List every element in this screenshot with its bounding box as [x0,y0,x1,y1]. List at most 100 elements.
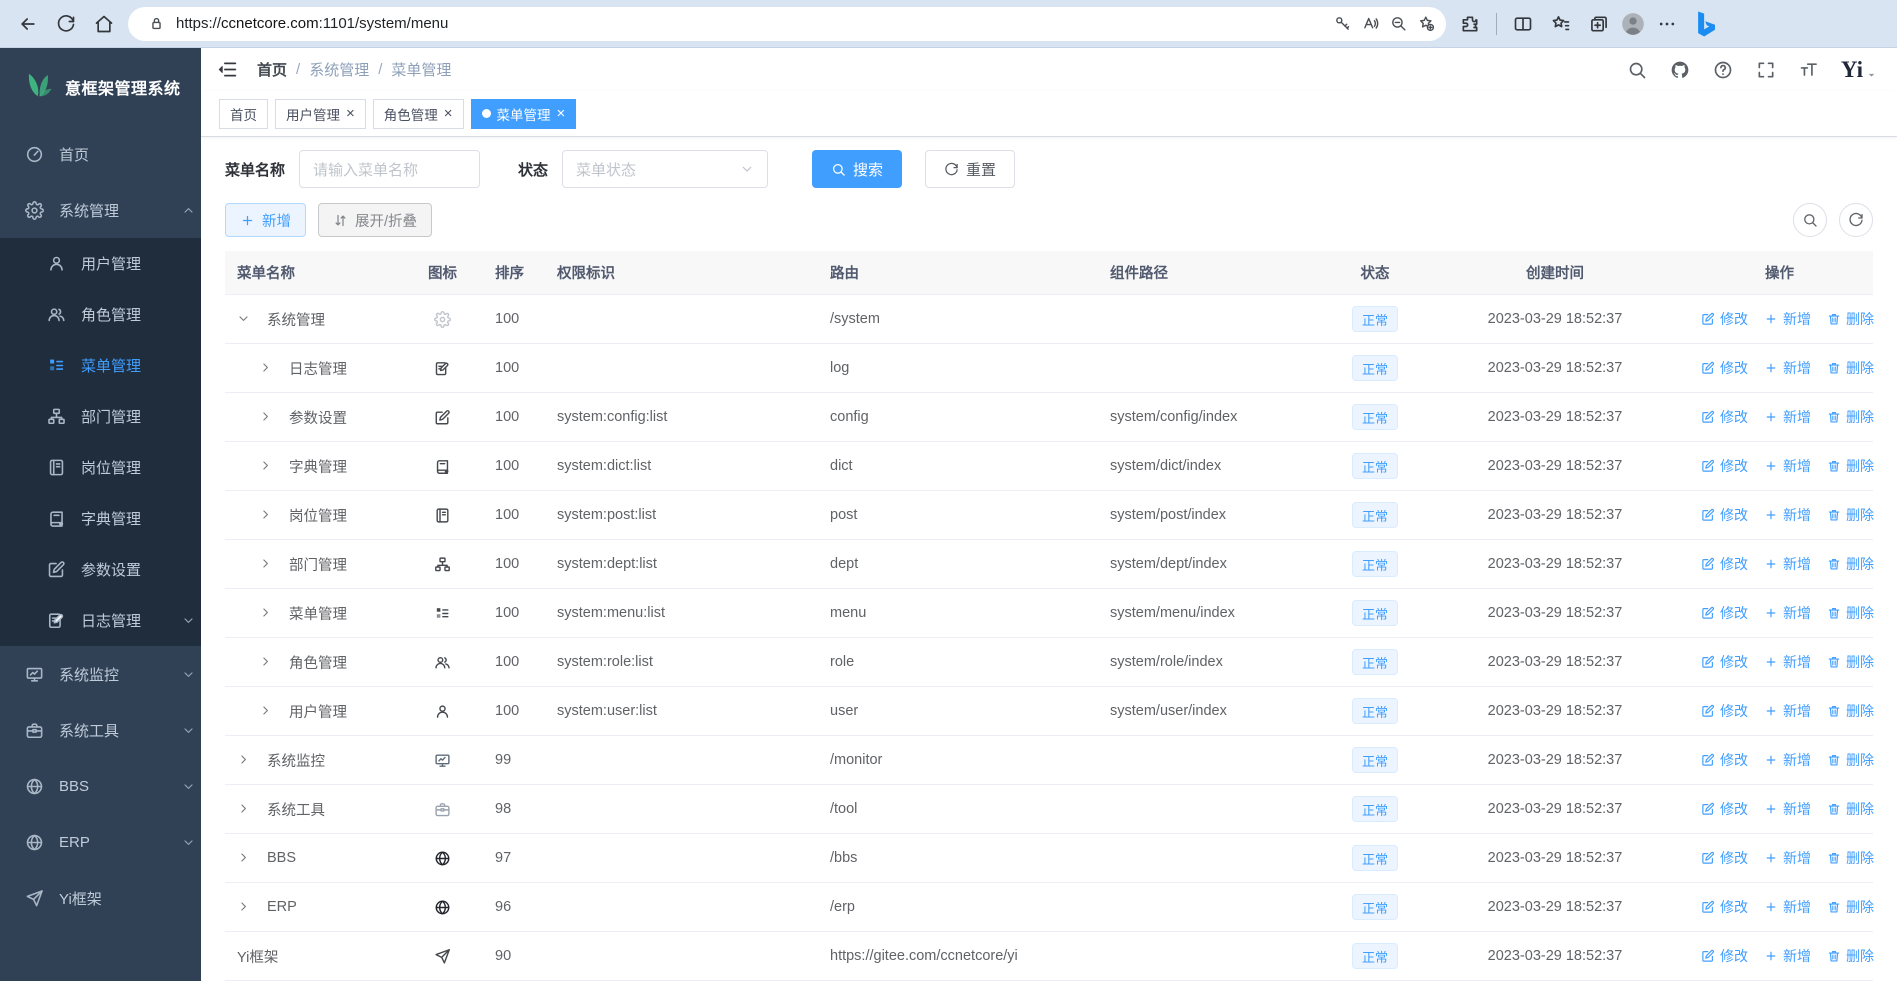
refresh-table-button[interactable] [1839,203,1873,237]
sidebar-item-系统监控[interactable]: 系统监控 [0,646,201,702]
add-child-button[interactable]: 新增 [1764,505,1811,525]
edit-button[interactable]: 修改 [1701,946,1748,966]
add-child-button[interactable]: 新增 [1764,358,1811,378]
table-row-日志管理[interactable]: 日志管理 100 log 正常 2023-03-29 18:52:37 修改 新增 删除 [225,344,1874,393]
collapse-row-icon[interactable] [237,312,251,326]
delete-button[interactable]: 删除 [1827,505,1874,525]
split-screen-icon[interactable] [1505,6,1541,42]
profile-avatar[interactable] [1619,10,1647,38]
sidebar-item-ERP[interactable]: ERP [0,814,201,870]
sidebar-item-Yi框架[interactable]: Yi框架 [0,870,201,926]
app-logo[interactable]: 意框架管理系统 [0,48,201,126]
close-icon[interactable]: × [443,105,453,123]
table-row-系统监控[interactable]: 系统监控 99/monitor 正常 2023-03-29 18:52:37 修改 新增删… [225,736,1874,785]
edit-button[interactable]: 修改 [1701,799,1748,819]
delete-button[interactable]: 删除 [1827,358,1874,378]
add-child-button[interactable]: 新增 [1764,456,1811,476]
add-child-button[interactable]: 新增 [1764,701,1811,721]
delete-button[interactable]: 删除 [1827,701,1874,721]
expand-row-icon[interactable] [259,361,273,375]
edit-button[interactable]: 修改 [1701,603,1748,623]
add-child-button[interactable]: 新增 [1764,848,1811,868]
add-child-button[interactable]: 新增 [1764,799,1811,819]
sidebar-item-系统工具[interactable]: 系统工具 [0,702,201,758]
sidebar-fold-icon[interactable] [217,57,243,83]
collections-icon[interactable] [1581,6,1617,42]
expand-row-icon[interactable] [259,606,273,620]
expand-row-icon[interactable] [259,557,273,571]
browser-back-button[interactable] [10,6,46,42]
expand-row-icon[interactable] [237,753,251,767]
expand-row-icon[interactable] [259,655,273,669]
edit-button[interactable]: 修改 [1701,701,1748,721]
sidebar-item-角色管理[interactable]: 角色管理 [0,289,201,340]
add-child-button[interactable]: 新增 [1764,554,1811,574]
sidebar-item-用户管理[interactable]: 用户管理 [0,238,201,289]
edit-button[interactable]: 修改 [1701,848,1748,868]
github-icon[interactable] [1669,59,1691,81]
add-child-button[interactable]: 新增 [1764,946,1811,966]
tab-首页[interactable]: 首页 [219,98,268,129]
add-child-button[interactable]: 新增 [1764,652,1811,672]
browser-menu-icon[interactable] [1649,6,1685,42]
table-row-Yi框架[interactable]: Yi框架 90 https://gitee.com/ccnetcore/yi 正常 20… [225,932,1874,981]
add-favorite-icon[interactable] [1412,10,1440,38]
expand-row-icon[interactable] [259,508,273,522]
sidebar-item-BBS[interactable]: BBS [0,758,201,814]
sidebar-item-字典管理[interactable]: 字典管理 [0,493,201,544]
tab-用户管理[interactable]: 用户管理 × [275,98,366,129]
edit-button[interactable]: 修改 [1701,407,1748,427]
help-icon[interactable] [1712,59,1734,81]
delete-button[interactable]: 删除 [1827,848,1874,868]
breadcrumb-item-菜单管理[interactable]: 菜单管理 [391,62,452,80]
table-row-岗位管理[interactable]: 岗位管理 100 system:post:list post system/post/i… [225,491,1874,540]
sidebar-item-系统管理[interactable]: 系统管理 [0,182,201,238]
close-icon[interactable]: × [346,105,355,123]
expand-row-icon[interactable] [259,459,273,473]
delete-button[interactable]: 删除 [1827,946,1874,966]
delete-button[interactable]: 删除 [1827,750,1874,770]
menu-name-input[interactable]: 请输入菜单名称 [299,150,481,188]
expand-collapse-button[interactable]: 展开/折叠 [318,203,433,237]
password-key-icon[interactable] [1328,10,1356,38]
table-row-菜单管理[interactable]: 菜单管理 100 system:menu:list menu system/menu/i… [225,589,1874,638]
edit-button[interactable]: 修改 [1701,309,1748,329]
sidebar-item-菜单管理[interactable]: 菜单管理 [0,340,201,391]
table-row-角色管理[interactable]: 角色管理 100 system:role:list role system/role/i… [225,638,1874,687]
reset-button[interactable]: 重置 [925,150,1016,188]
add-child-button[interactable]: 新增 [1764,407,1811,427]
delete-button[interactable]: 删除 [1827,456,1874,476]
address-bar[interactable]: https://ccnetcore.com:1101/system/menu [128,6,1446,41]
show-search-button[interactable] [1793,203,1827,237]
zoom-indicator-icon[interactable] [1384,10,1412,38]
delete-button[interactable]: 删除 [1827,309,1874,329]
delete-button[interactable]: 删除 [1827,407,1874,427]
table-row-用户管理[interactable]: 用户管理 100 system:user:list user system/user/i… [225,687,1874,736]
table-row-部门管理[interactable]: 部门管理 100 system:dept:list dept system/dept/i… [225,540,1874,589]
edit-button[interactable]: 修改 [1701,456,1748,476]
tab-角色管理[interactable]: 角色管理 × [372,98,464,129]
edit-button[interactable]: 修改 [1701,554,1748,574]
add-child-button[interactable]: 新增 [1764,897,1811,917]
header-search-icon[interactable] [1626,59,1648,81]
edit-button[interactable]: 修改 [1701,505,1748,525]
breadcrumb-item-系统管理[interactable]: 系统管理 [309,62,370,80]
font-size-icon[interactable] [1798,59,1820,81]
table-row-参数设置[interactable]: 参数设置 100 system:config:list config system/co… [225,393,1874,442]
table-row-系统管理[interactable]: 系统管理 100/system 正常 2023-03-29 18:52:37 修改 新增删… [225,295,1874,344]
sidebar-item-日志管理[interactable]: 日志管理 [0,595,201,646]
delete-button[interactable]: 删除 [1827,799,1874,819]
add-button[interactable]: 新增 [225,203,306,237]
expand-row-icon[interactable] [237,851,251,865]
tab-菜单管理[interactable]: 菜单管理 × [470,98,577,129]
sidebar-item-部门管理[interactable]: 部门管理 [0,391,201,442]
fullscreen-icon[interactable] [1755,59,1777,81]
expand-row-icon[interactable] [259,704,273,718]
edit-button[interactable]: 修改 [1701,750,1748,770]
bing-copilot-icon[interactable] [1687,6,1723,42]
table-row-ERP[interactable]: ERP 96/erp 正常 2023-03-29 18:52:37 修改 新增 删除 [225,883,1874,932]
delete-button[interactable]: 删除 [1827,554,1874,574]
add-child-button[interactable]: 新增 [1764,603,1811,623]
add-child-button[interactable]: 新增 [1764,309,1811,329]
edit-button[interactable]: 修改 [1701,897,1748,917]
